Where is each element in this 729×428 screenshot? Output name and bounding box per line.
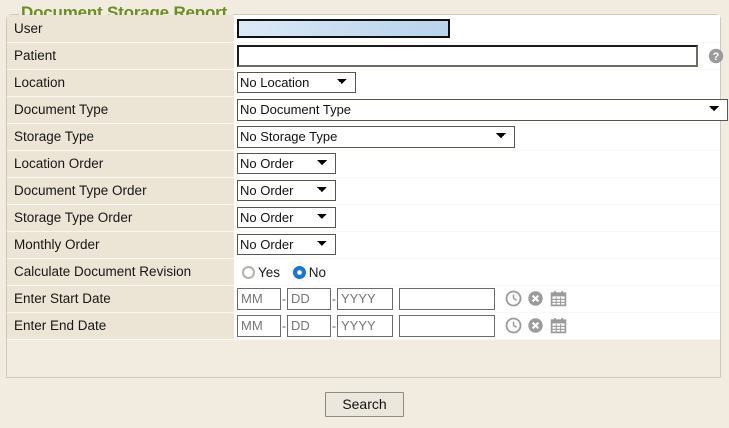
radio-dot-no[interactable] bbox=[292, 265, 306, 279]
label-location-order: Location Order bbox=[7, 150, 234, 178]
table-row-document-type-order: Document Type Order No Order bbox=[7, 177, 720, 205]
end-date-time-input[interactable] bbox=[399, 314, 495, 337]
report-criteria-table: User Patient ? Location No Lo bbox=[7, 15, 728, 340]
help-question-icon[interactable]: ? bbox=[708, 48, 724, 64]
table-row-enter-start-date: Enter Start Date -- bbox=[7, 285, 720, 313]
table-row-monthly-order: Monthly Order No Order bbox=[7, 231, 720, 259]
monthly-order-select[interactable]: No Order bbox=[237, 234, 336, 255]
label-calculate-document-revision: Calculate Document Revision bbox=[7, 258, 234, 286]
start-date-month-input[interactable] bbox=[237, 287, 281, 310]
end-date-month-input[interactable] bbox=[237, 314, 281, 337]
start-date-year-input[interactable] bbox=[337, 287, 393, 310]
search-button-row: Search bbox=[0, 392, 729, 417]
end-date-separator-2: - bbox=[332, 318, 336, 333]
value-patient: ? bbox=[234, 42, 723, 70]
label-storage-type: Storage Type bbox=[7, 123, 234, 151]
table-row-location-order: Location Order No Order bbox=[7, 150, 720, 178]
end-date-separator-1: - bbox=[282, 318, 286, 333]
table-row-storage-type: Storage Type No Storage Type bbox=[7, 123, 720, 151]
label-storage-type-order: Storage Type Order bbox=[7, 204, 234, 232]
table-row-calculate-document-revision: Calculate Document Revision Yes No bbox=[7, 258, 720, 286]
calendar-icon[interactable] bbox=[550, 317, 567, 334]
table-row-enter-end-date: Enter End Date -- bbox=[7, 312, 720, 340]
clear-circle-x-icon[interactable] bbox=[527, 317, 544, 334]
location-order-select[interactable]: No Order bbox=[237, 153, 336, 174]
table-row-storage-type-order: Storage Type Order No Order bbox=[7, 204, 720, 232]
document-type-order-select[interactable]: No Order bbox=[237, 180, 336, 201]
start-date-day-input[interactable] bbox=[287, 287, 331, 310]
value-monthly-order: No Order bbox=[234, 231, 720, 259]
table-row-document-type: Document Type No Document Type bbox=[7, 96, 728, 124]
value-enter-end-date: -- bbox=[234, 312, 720, 340]
label-user: User bbox=[7, 15, 234, 43]
table-row-patient: Patient ? bbox=[7, 42, 723, 70]
clock-icon[interactable] bbox=[505, 317, 522, 334]
end-date-icon-group bbox=[505, 317, 569, 334]
calculate-revision-radio-group: Yes No bbox=[237, 265, 335, 280]
value-storage-type: No Storage Type bbox=[234, 123, 720, 151]
storage-type-order-select[interactable]: No Order bbox=[237, 207, 336, 228]
end-date-year-input[interactable] bbox=[337, 314, 393, 337]
location-select[interactable]: No Location bbox=[237, 72, 356, 93]
start-date-icon-group bbox=[505, 290, 569, 307]
document-type-select[interactable]: No Document Type bbox=[237, 98, 728, 121]
value-location: No Location bbox=[234, 69, 720, 97]
value-enter-start-date: -- bbox=[234, 285, 720, 313]
patient-input[interactable] bbox=[237, 44, 698, 67]
svg-text:?: ? bbox=[712, 51, 719, 63]
user-input[interactable] bbox=[237, 18, 450, 38]
radio-option-yes[interactable]: Yes bbox=[242, 265, 284, 280]
label-document-type: Document Type bbox=[7, 96, 234, 124]
start-date-time-input[interactable] bbox=[399, 287, 495, 310]
radio-dot-yes[interactable] bbox=[242, 265, 255, 279]
calendar-icon[interactable] bbox=[550, 290, 567, 307]
label-enter-start-date: Enter Start Date bbox=[7, 285, 234, 313]
table-row-user: User bbox=[7, 15, 720, 43]
value-calculate-document-revision: Yes No bbox=[234, 258, 720, 286]
search-button[interactable]: Search bbox=[325, 392, 404, 417]
start-date-separator-1: - bbox=[282, 291, 286, 306]
radio-option-no[interactable]: No bbox=[292, 264, 327, 280]
table-row-location: Location No Location bbox=[7, 69, 720, 97]
label-location: Location bbox=[7, 69, 234, 97]
value-document-type: No Document Type bbox=[234, 96, 728, 124]
start-date-separator-2: - bbox=[332, 291, 336, 306]
clock-icon[interactable] bbox=[505, 290, 522, 307]
radio-label-yes: Yes bbox=[258, 264, 281, 280]
value-user bbox=[234, 15, 720, 43]
radio-label-no: No bbox=[308, 264, 327, 280]
value-storage-type-order: No Order bbox=[234, 204, 720, 232]
label-monthly-order: Monthly Order bbox=[7, 231, 234, 259]
end-date-day-input[interactable] bbox=[287, 314, 331, 337]
value-document-type-order: No Order bbox=[234, 177, 720, 205]
value-location-order: No Order bbox=[234, 150, 720, 178]
label-document-type-order: Document Type Order bbox=[7, 177, 234, 205]
label-enter-end-date: Enter End Date bbox=[7, 312, 234, 340]
storage-type-select[interactable]: No Storage Type bbox=[237, 125, 515, 148]
label-patient: Patient bbox=[7, 42, 234, 70]
clear-circle-x-icon[interactable] bbox=[527, 290, 544, 307]
